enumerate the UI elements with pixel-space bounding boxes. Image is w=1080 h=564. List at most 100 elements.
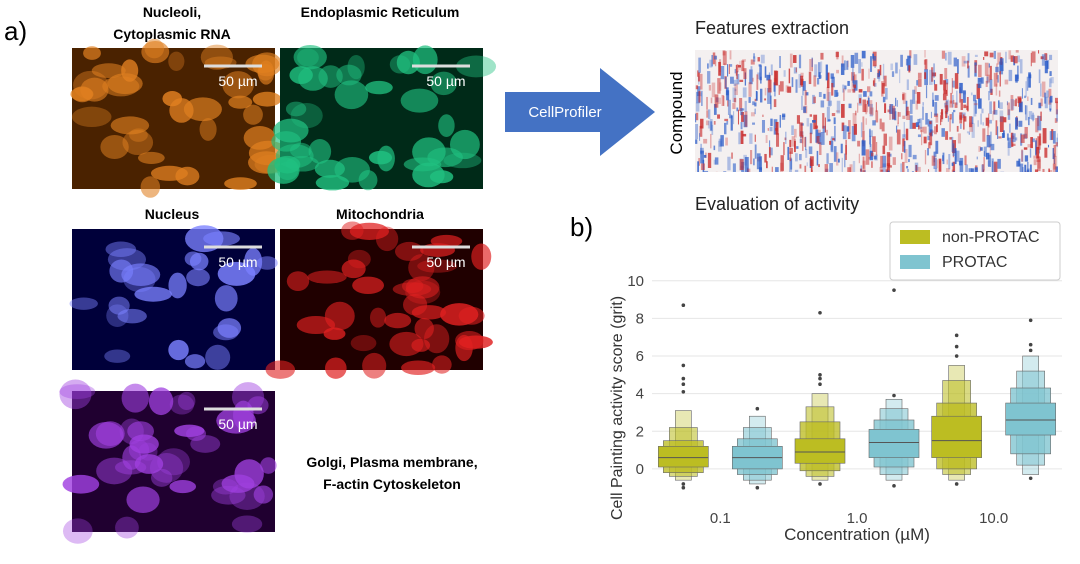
heat-cell (721, 95, 724, 106)
heat-cell (733, 111, 735, 125)
heat-cell (778, 84, 780, 95)
heat-cell (993, 161, 998, 172)
heat-cell (697, 70, 699, 77)
heat-cell (929, 69, 933, 85)
heat-cell (818, 92, 822, 98)
heat-cell (789, 139, 792, 148)
heat-cell (1024, 164, 1027, 172)
heat-cell (934, 95, 939, 101)
heat-cell (971, 116, 974, 125)
cell (401, 278, 424, 294)
heat-cell (998, 136, 1002, 139)
heat-cell (739, 98, 743, 111)
heat-cell (759, 156, 763, 171)
heat-cell (888, 136, 893, 151)
cell (168, 339, 189, 361)
heat-cell (986, 74, 991, 83)
heat-cell (718, 61, 721, 76)
heat-cell (740, 122, 743, 130)
heat-cell (766, 161, 768, 169)
heat-cell (820, 132, 825, 145)
heat-cell (1012, 143, 1016, 146)
heat-cell (1056, 109, 1058, 122)
heat-cell (1021, 88, 1023, 99)
heat-cell (923, 136, 927, 144)
heat-cell (902, 92, 905, 100)
heat-cell (880, 169, 884, 172)
heat-cell (1033, 159, 1037, 166)
heat-cell (879, 166, 883, 172)
heat-cell (805, 149, 808, 158)
heat-cell (869, 135, 872, 148)
heat-cell (887, 109, 891, 113)
heat-cell (700, 118, 704, 129)
heat-cell (862, 130, 865, 147)
heat-cell (793, 67, 798, 74)
heat-cell (923, 126, 927, 134)
cell (121, 59, 139, 82)
heat-cell (1032, 112, 1034, 122)
heat-cell (847, 132, 851, 140)
heat-cell (695, 85, 699, 90)
heat-cell (1007, 102, 1010, 116)
heat-cell (916, 80, 919, 86)
cell (403, 294, 428, 316)
heat-cell (1009, 123, 1011, 133)
heat-cell (1028, 116, 1030, 126)
heat-cell (829, 140, 832, 145)
heat-cell (826, 107, 830, 122)
heat-cell (1030, 97, 1033, 105)
heat-cell (889, 104, 894, 114)
heat-cell (766, 74, 771, 81)
heat-cell (944, 79, 949, 85)
heat-cell (889, 106, 891, 114)
heat-cell (927, 119, 930, 127)
heat-cell (1042, 168, 1045, 172)
heat-cell (862, 116, 865, 131)
heat-cell (980, 147, 983, 151)
heat-cell (892, 157, 896, 165)
cell (456, 55, 497, 78)
heat-cell (846, 60, 849, 70)
heat-cell (952, 94, 954, 108)
heat-cell (1048, 168, 1050, 172)
heat-cell (736, 64, 739, 73)
heat-cell (854, 52, 859, 64)
cell (458, 306, 485, 325)
outlier (681, 363, 686, 368)
cell (377, 145, 395, 172)
heat-cell (713, 104, 717, 115)
heat-cell (819, 142, 822, 156)
heat-cell (946, 159, 949, 165)
heat-cell (1030, 137, 1033, 149)
cell (252, 91, 282, 107)
heat-cell (1054, 118, 1058, 123)
cell (352, 276, 385, 295)
heat-cell (731, 152, 733, 159)
heat-cell (963, 116, 967, 122)
heat-cell (982, 122, 984, 126)
heat-cell (713, 159, 716, 165)
heat-cell (853, 84, 857, 89)
heat-cell (951, 78, 953, 94)
heat-cell (952, 80, 955, 88)
heat-cell (718, 138, 722, 147)
heat-cell (1011, 135, 1015, 139)
heat-cell (742, 87, 747, 98)
heat-cell (929, 121, 932, 125)
heat-cell (922, 106, 924, 120)
cell (334, 156, 370, 183)
heat-cell (754, 108, 756, 115)
heat-cell (1027, 96, 1029, 101)
heat-cell (934, 102, 938, 116)
heat-cell (924, 72, 927, 79)
heat-cell (711, 124, 714, 135)
heat-cell (903, 138, 905, 147)
outlier (892, 288, 896, 292)
heat-cell (861, 50, 866, 59)
heat-cell (1049, 97, 1052, 110)
heat-cell (1044, 60, 1048, 74)
heat-cell (889, 104, 892, 120)
heat-cell (737, 109, 739, 125)
cell (286, 271, 310, 292)
